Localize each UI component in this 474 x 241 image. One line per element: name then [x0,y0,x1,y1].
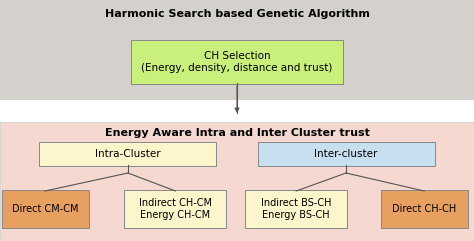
Text: Direct CM-CM: Direct CM-CM [12,204,78,214]
FancyBboxPatch shape [1,190,89,228]
FancyBboxPatch shape [131,40,343,84]
FancyBboxPatch shape [245,190,347,228]
Text: Energy Aware Intra and Inter Cluster trust: Energy Aware Intra and Inter Cluster tru… [105,128,369,138]
FancyBboxPatch shape [124,190,227,228]
FancyBboxPatch shape [39,142,217,166]
Text: CH Selection
(Energy, density, distance and trust): CH Selection (Energy, density, distance … [141,51,333,73]
Text: Indirect BS-CH
Energy BS-CH: Indirect BS-CH Energy BS-CH [261,198,331,220]
Text: Harmonic Search based Genetic Algorithm: Harmonic Search based Genetic Algorithm [105,9,369,19]
FancyBboxPatch shape [0,100,474,122]
Text: Indirect CH-CM
Energy CH-CM: Indirect CH-CM Energy CH-CM [139,198,212,220]
Text: Inter-cluster: Inter-cluster [314,149,378,159]
FancyBboxPatch shape [0,0,474,100]
Text: Intra-Cluster: Intra-Cluster [95,149,161,159]
FancyBboxPatch shape [381,190,468,228]
FancyBboxPatch shape [257,142,435,166]
Text: Direct CH-CH: Direct CH-CH [392,204,456,214]
FancyBboxPatch shape [0,122,474,241]
